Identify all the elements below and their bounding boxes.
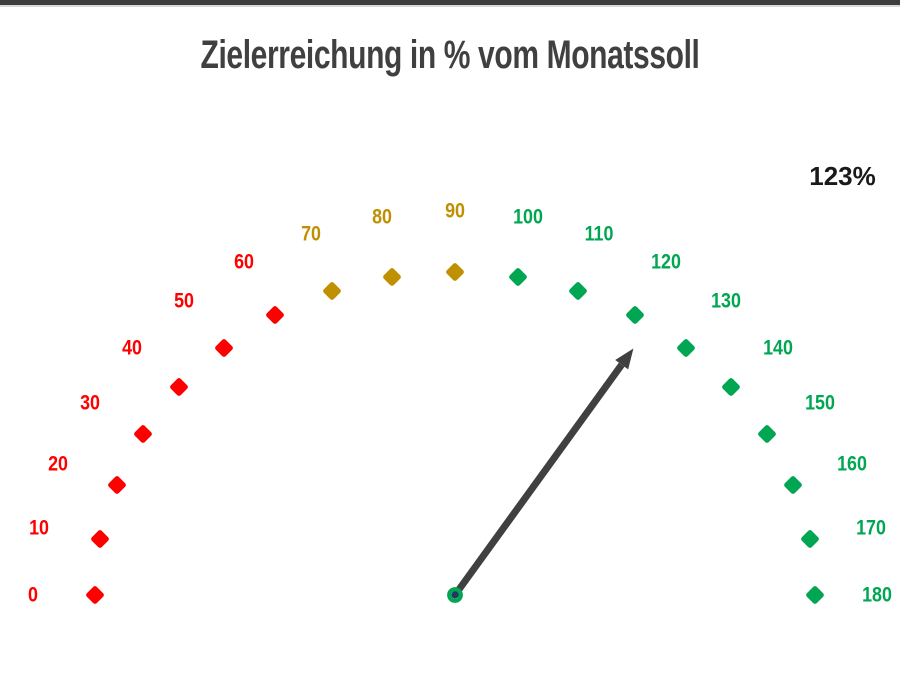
chart-title: Zielerreichung in % vom Monatssoll: [200, 33, 700, 77]
gauge-tick-label-160: 160: [836, 452, 867, 476]
gauge-needle-shaft: [452, 362, 625, 598]
gauge-pivot-center-dot: [451, 591, 459, 599]
top-accent-bar-underline: [0, 5, 900, 7]
gauge-tick-label-90: 90: [445, 199, 465, 223]
gauge-tick-label-180: 180: [862, 583, 892, 607]
gauge-tick-label-70: 70: [300, 222, 321, 246]
gauge-tick-label-10: 10: [29, 516, 50, 540]
gauge-tick-label-60: 60: [234, 250, 254, 274]
gauge-pivot-ring: [447, 587, 463, 603]
gauge-tick-label-100: 100: [513, 205, 544, 229]
gauge-tick-label-130: 130: [711, 289, 742, 313]
gauge-tick-label-120: 120: [651, 250, 681, 274]
gauge-tick-label-110: 110: [584, 222, 614, 246]
gauge-tick-label-170: 170: [855, 516, 886, 540]
top-accent-bar: [0, 0, 900, 5]
gauge-needle-arrowhead: [615, 348, 634, 370]
gauge-tick-label-140: 140: [763, 336, 794, 360]
gauge-tick-label-30: 30: [79, 391, 100, 415]
gauge-tick-label-150: 150: [805, 391, 836, 415]
gauge-tick-label-0: 0: [28, 583, 38, 607]
gauge-tick-label-20: 20: [48, 452, 69, 476]
gauge-tick-label-40: 40: [121, 336, 142, 360]
gauge-tick-label-50: 50: [173, 289, 194, 313]
gauge-current-value: 123%: [809, 161, 876, 191]
gauge-tick-label-80: 80: [371, 205, 392, 229]
